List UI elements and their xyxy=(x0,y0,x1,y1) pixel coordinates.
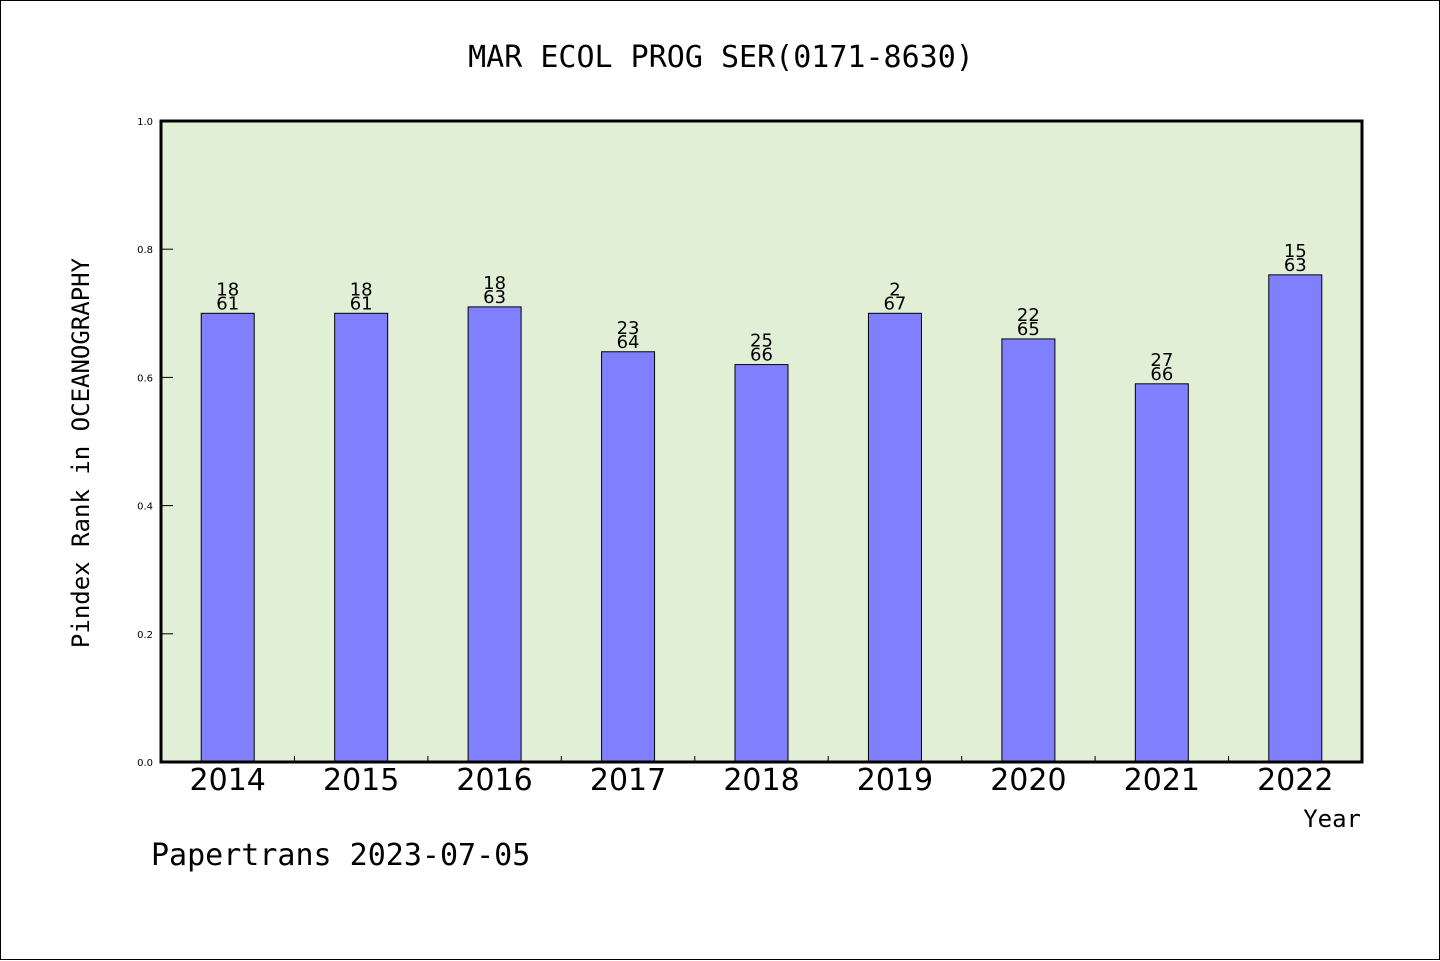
x-tick-label: 2020 xyxy=(990,763,1066,798)
footer-credit: Papertrans 2023-07-05 xyxy=(151,838,530,873)
x-tick-label: 2019 xyxy=(857,763,933,798)
y-tick-label: 0.0 xyxy=(137,758,153,769)
bar-2017 xyxy=(601,351,656,763)
bar-rank-label: 23 xyxy=(617,318,640,339)
bar-total-label: 66 xyxy=(1150,364,1173,385)
bar-2016 xyxy=(467,306,522,763)
bar-total-label: 67 xyxy=(883,293,906,314)
y-tick-label: 0.4 xyxy=(137,502,153,513)
bar-rank-label: 25 xyxy=(750,331,773,352)
bar-rank-label: 18 xyxy=(483,273,506,294)
x-tick-label: 2021 xyxy=(1124,763,1200,798)
x-tick-label: 2018 xyxy=(723,763,799,798)
bar-rank-label: 15 xyxy=(1284,241,1307,262)
x-tick-label: 2015 xyxy=(323,763,399,798)
bars xyxy=(200,274,1323,763)
bar-2022 xyxy=(1268,274,1323,763)
x-tick-label: 2017 xyxy=(590,763,666,798)
y-tick-label: 0.2 xyxy=(137,630,153,641)
y-tick-label: 1.0 xyxy=(137,117,153,128)
y-tick-label: 0.6 xyxy=(137,373,153,384)
x-tick-label: 2022 xyxy=(1257,763,1333,798)
bar-2015 xyxy=(334,312,389,763)
bar-total-label: 64 xyxy=(617,332,640,353)
y-tick-label: 0.8 xyxy=(137,245,153,256)
bar-rank-label: 27 xyxy=(1150,350,1173,371)
bar-2014 xyxy=(200,312,255,763)
bar-rank-label: 18 xyxy=(216,279,239,300)
bar-2019 xyxy=(867,312,922,763)
bar-total-label: 63 xyxy=(1284,255,1307,276)
x-tick-label: 2016 xyxy=(456,763,532,798)
bar-2020 xyxy=(1001,338,1056,763)
bar-total-label: 65 xyxy=(1017,319,1040,340)
bar-total-label: 61 xyxy=(216,293,239,314)
x-axis-label: Year xyxy=(1303,805,1361,833)
bar-total-label: 66 xyxy=(750,345,773,366)
y-axis-label: Pindex Rank in OCEANOGRAPHY xyxy=(67,257,95,648)
bar-total-label: 61 xyxy=(350,293,373,314)
bar-total-label: 63 xyxy=(483,287,506,308)
bar-2018 xyxy=(734,364,789,763)
chart-title: MAR ECOL PROG SER(0171-8630) xyxy=(468,40,974,75)
x-tick-label: 2014 xyxy=(190,763,266,798)
bar-rank-label: 22 xyxy=(1017,305,1040,326)
bar-rank-label: 2 xyxy=(889,279,900,300)
plot-frame xyxy=(159,119,1364,764)
x-axis-ticks: 2014 2015 2016 2017 2018 2019 2020 2021 2022 xyxy=(190,756,1333,798)
bar-2021 xyxy=(1134,383,1189,763)
bar-rank-label: 18 xyxy=(350,279,373,300)
